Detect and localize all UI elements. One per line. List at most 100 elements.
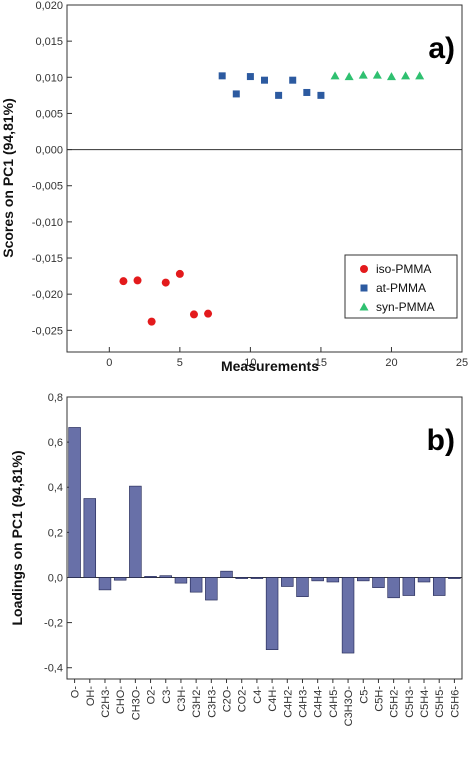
loadings-x-tick-label: O-: [70, 686, 82, 699]
scores-y-tick-label: 0,010: [35, 72, 63, 84]
at-PMMA-point: [218, 72, 226, 80]
loadings-x-tick-label: C3H2-: [191, 686, 203, 718]
loadings-x-tick-label: C5H4-: [419, 686, 431, 718]
loadings-x-ticks: O- OH- C2H3- CHO- CH3O- O2- C3- C3H- C3H2- C3H3- C…: [70, 679, 461, 726]
syn-PMMA-point: [415, 71, 425, 80]
loadings-y-tick-label: -0,4: [44, 663, 63, 675]
loadings-x-tick-label: C5H5-: [434, 686, 446, 718]
loadings-x-tick-label: C4H-: [267, 686, 279, 712]
iso-PMMA-point: [147, 317, 156, 326]
scores-y-ticks: -0,025 -0,020 -0,015 -0,010 -0,005 0,000 0,005…: [32, 0, 72, 337]
loading-bar: [326, 577, 340, 583]
scores-panel-label: a): [428, 32, 455, 65]
loadings-bar-chart: -0,4 -0,2 0,0 0,2 0,4 0,6 0,8 O- OH- C2H3- CHO- CH…: [9, 392, 463, 726]
loading-bar: [281, 577, 294, 587]
syn-PMMA-point: [372, 70, 382, 79]
at-PMMA-point: [317, 91, 325, 99]
iso-PMMA-point: [133, 276, 142, 285]
scores-y-tick-label: 0,005: [35, 108, 63, 120]
syn-PMMA-point: [344, 72, 354, 81]
scores-y-axis-title: Scores on PC1 (94,81%): [0, 98, 16, 258]
scores-y-tick-label: -0,015: [32, 253, 63, 265]
loadings-plot-frame: [66, 396, 463, 680]
loadings-panel-label: b): [427, 424, 455, 457]
loading-bar: [387, 577, 400, 599]
loadings-x-tick-label: C5H-: [373, 686, 385, 712]
loadings-x-tick-label: C3-: [161, 686, 173, 704]
loading-bar: [235, 577, 248, 579]
loadings-y-tick-label: 0,2: [48, 527, 63, 539]
scores-y-tick-label: -0,020: [32, 289, 63, 301]
loadings-x-tick-label: C5-: [358, 686, 370, 704]
loading-bar: [159, 575, 172, 578]
loadings-bars: [68, 427, 461, 654]
legend-iso-PMMA-marker: [360, 265, 368, 273]
scores-legend: iso-PMMA at-PMMA syn-PMMA: [344, 254, 458, 319]
scores-y-tick-label: 0,000: [35, 145, 63, 157]
scores-x-tick-label: 5: [177, 357, 183, 369]
at-PMMA-point: [303, 88, 311, 96]
loading-bar: [402, 577, 416, 596]
scores-x-tick-label: 25: [456, 357, 468, 369]
at-PMMA-point: [275, 91, 283, 99]
loadings-y-axis-title: Loadings on PC1 (94,81%): [9, 450, 25, 625]
loadings-x-tick-label: C5H2-: [389, 686, 401, 718]
loading-bar: [372, 577, 385, 588]
legend-syn-PMMA-marker: [359, 302, 369, 311]
loading-bar: [174, 577, 188, 584]
loadings-x-tick-label: C3H3-: [206, 686, 218, 718]
scores-x-tick-label: 15: [315, 357, 327, 369]
loadings-x-tick-label: C4H2-: [282, 686, 294, 718]
loadings-y-ticks: -0,4 -0,2 0,0 0,2 0,4 0,6 0,8: [44, 392, 72, 675]
syn-PMMA-point: [401, 71, 411, 80]
loadings-x-tick-label: C2H3-: [100, 686, 112, 718]
loadings-x-tick-label: C2O-: [222, 686, 234, 713]
loading-bar: [205, 577, 218, 601]
loadings-x-tick-label: O2-: [146, 686, 158, 705]
loadings-x-tick-label: C4H3-: [297, 686, 309, 718]
loading-bar: [129, 485, 142, 578]
loadings-x-tick-label: C3H-: [176, 686, 188, 712]
iso-PMMA-point: [119, 277, 128, 286]
loading-bar: [250, 577, 264, 579]
loading-bar: [341, 577, 355, 654]
loading-bar: [296, 577, 309, 597]
loading-bar: [113, 577, 127, 581]
loadings-x-tick-label: C4H5-: [328, 686, 340, 718]
loadings-x-tick-label: CH3O-: [130, 686, 142, 721]
iso-PMMA-point: [175, 269, 184, 278]
legend-at-PMMA-label: at-PMMA: [376, 281, 426, 295]
scores-y-tick-label: -0,010: [32, 217, 63, 229]
loading-bar: [265, 577, 279, 650]
loading-bar: [68, 427, 81, 578]
loadings-x-tick-label: OH-: [85, 686, 97, 707]
loading-bar: [432, 577, 446, 596]
loading-bar: [83, 498, 97, 578]
loading-bar: [220, 570, 233, 578]
scores-y-tick-label: -0,025: [32, 325, 63, 337]
loadings-y-tick-label: 0,4: [48, 482, 63, 494]
loading-bar: [98, 577, 112, 591]
loadings-y-tick-label: -0,2: [44, 618, 63, 630]
legend-at-PMMA-marker: [360, 284, 368, 292]
at-PMMA-point: [246, 73, 254, 81]
scores-plot-frame: [66, 4, 463, 353]
syn-PMMA-point: [386, 72, 396, 81]
legend-syn-PMMA-label: syn-PMMA: [376, 300, 435, 314]
loading-bar: [448, 577, 461, 579]
loadings-x-tick-label: C4H4-: [313, 686, 325, 718]
scores-x-tick-label: 0: [106, 357, 112, 369]
at-PMMA-point: [232, 90, 240, 98]
loading-bar: [189, 577, 203, 593]
scores-x-tick-label: 10: [244, 357, 256, 369]
scores-x-axis-title: Measurements: [221, 358, 319, 374]
scores-x-ticks: 0 5 10 15 20 25: [106, 347, 468, 369]
iso-PMMA-point: [189, 310, 198, 319]
loadings-y-tick-label: 0,6: [48, 437, 63, 449]
loadings-x-tick-label: C5H6-: [449, 686, 461, 718]
syn-PMMA-point: [358, 70, 368, 79]
scores-points: [119, 70, 425, 326]
loadings-x-tick-label: C4-: [252, 686, 264, 704]
loadings-x-tick-label: CO2-: [237, 686, 249, 713]
scores-x-tick-label: 20: [385, 357, 397, 369]
